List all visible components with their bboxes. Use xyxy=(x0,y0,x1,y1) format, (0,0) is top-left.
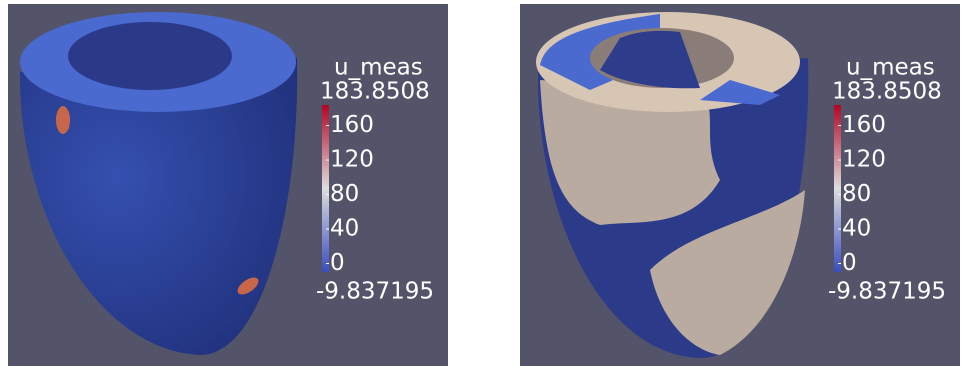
colorbar-max-label: 183.8508 xyxy=(320,79,430,105)
left-panel xyxy=(8,4,448,366)
heart-cavity xyxy=(68,22,232,90)
colorbar-max-label: 183.8508 xyxy=(832,79,942,105)
region xyxy=(540,80,720,225)
tick-label: 40 xyxy=(842,216,871,242)
tick-label: 0 xyxy=(330,250,345,276)
tick-label: 40 xyxy=(330,216,359,242)
tick-label: 0 xyxy=(842,250,857,276)
cavity-region xyxy=(600,30,700,89)
colorbar-min-label: -9.837195 xyxy=(828,279,946,305)
tick-label: 80 xyxy=(330,181,359,207)
colorbar-title: u_meas xyxy=(334,55,423,81)
tick-label: 120 xyxy=(330,147,374,173)
tick-label: 160 xyxy=(842,112,886,138)
hot-spot xyxy=(56,106,70,134)
rim-region xyxy=(700,80,780,105)
tick-label: 80 xyxy=(842,181,871,207)
right-panel xyxy=(520,4,960,366)
colorbar-title: u_meas xyxy=(846,55,935,81)
region xyxy=(650,190,805,355)
colorbar-gradient xyxy=(834,105,841,272)
colorbar-gradient xyxy=(322,105,329,272)
hot-spot xyxy=(237,277,259,295)
colorbar-min-label: -9.837195 xyxy=(316,279,434,305)
tick-label: 120 xyxy=(842,147,886,173)
tick-label: 160 xyxy=(330,112,374,138)
heart-body xyxy=(19,58,298,355)
